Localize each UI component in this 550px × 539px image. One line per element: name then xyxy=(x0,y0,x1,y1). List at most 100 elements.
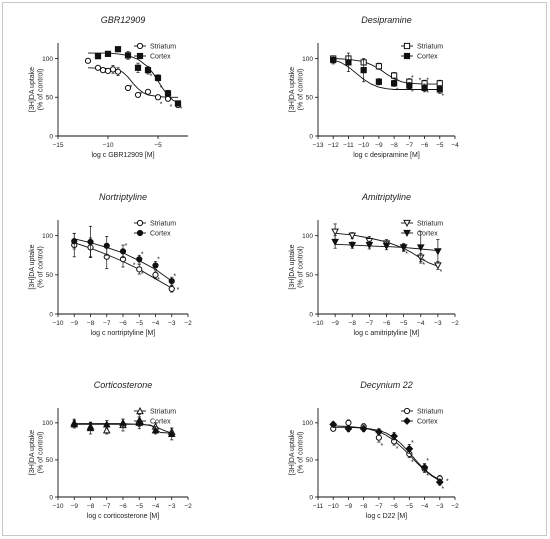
x-tick-label: −6 xyxy=(421,142,429,149)
x-tick-label: −5 xyxy=(400,320,408,327)
y-tick-label: 100 xyxy=(42,56,53,63)
data-point xyxy=(114,68,122,75)
y-axis-label-line-1: [3H]DA uptake xyxy=(289,244,296,289)
significance-marker: * xyxy=(426,77,429,84)
legend-label: Cortex xyxy=(150,53,171,60)
data-point xyxy=(168,285,175,293)
y-axis-label: [3H]DA uptake (% of control) xyxy=(289,67,305,112)
y-axis-label-line-1: [3H]DA uptake xyxy=(29,430,36,475)
significance-marker: * xyxy=(411,89,414,96)
data-point xyxy=(420,463,429,472)
data-point xyxy=(102,420,111,428)
data-point xyxy=(435,478,444,487)
legend-marker xyxy=(136,406,144,415)
data-point xyxy=(70,420,79,428)
data-point xyxy=(104,67,112,75)
data-point xyxy=(134,64,142,71)
y-tick-label: 50 xyxy=(306,95,314,102)
x-tick-label: −7 xyxy=(366,320,374,327)
x-tick-label: −8 xyxy=(390,142,398,149)
data-point xyxy=(119,418,127,426)
significance-marker: * xyxy=(381,443,384,450)
y-axis-label: [3H]DA uptake (% of control) xyxy=(289,430,305,475)
y-tick-label: 50 xyxy=(306,457,314,464)
legend-marker xyxy=(136,219,144,227)
data-point xyxy=(152,271,159,278)
x-axis-label: log c D22 [M] xyxy=(366,513,407,520)
y-axis-label: [3H]DA uptake (% of control) xyxy=(289,244,305,289)
y-tick-label: 50 xyxy=(306,272,314,279)
x-tick-label: −8 xyxy=(349,320,357,327)
significance-marker: * xyxy=(422,259,425,266)
significance-marker: * xyxy=(446,479,449,486)
x-tick-label: −6 xyxy=(119,503,127,510)
significance-marker: * xyxy=(426,90,429,97)
significance-marker: * xyxy=(140,91,143,98)
y-tick-label: 100 xyxy=(42,233,53,240)
significance-marker: * xyxy=(150,74,153,81)
series-cortex xyxy=(331,231,442,264)
data-point xyxy=(421,84,428,92)
data-point xyxy=(136,266,143,273)
x-tick-label: −5 xyxy=(154,142,162,149)
data-point xyxy=(391,80,398,87)
y-axis-label-line-2: (% of control) xyxy=(38,69,45,111)
significance-marker: * xyxy=(411,75,414,82)
significance-marker: * xyxy=(173,274,176,281)
y-tick-label: 0 xyxy=(309,494,313,501)
chart-panel-6: Decynium 22 0 50 100 −11 −10 −9 −8 −7 −6 −5 −4 −3 −2 l… xyxy=(289,380,459,520)
data-point xyxy=(359,424,368,433)
data-point xyxy=(348,232,357,240)
data-point xyxy=(152,262,159,269)
data-point xyxy=(399,244,408,252)
x-tick-label: −10 xyxy=(52,503,63,510)
y-tick-label: 0 xyxy=(309,311,313,318)
data-point xyxy=(365,241,374,250)
x-tick-label: −10 xyxy=(312,320,323,327)
x-tick-label: −12 xyxy=(328,142,339,149)
series-striatum xyxy=(84,57,182,109)
data-point xyxy=(375,434,382,441)
data-point xyxy=(167,429,176,438)
y-axis-label-line-1: [3H]DA uptake xyxy=(29,67,36,112)
x-tick-label: −5 xyxy=(136,503,144,510)
legend-marker xyxy=(136,52,144,60)
x-tick-label: −8 xyxy=(87,503,95,510)
fit-curve xyxy=(333,59,440,90)
y-tick-label: 100 xyxy=(302,233,313,240)
legend-marker xyxy=(403,229,411,238)
significance-marker: * xyxy=(396,446,399,453)
x-tick-label: −9 xyxy=(345,503,353,510)
data-point xyxy=(375,63,382,70)
significance-marker: * xyxy=(440,269,443,276)
significance-marker: * xyxy=(157,256,160,263)
significance-marker: * xyxy=(160,85,163,92)
x-tick-label: −2 xyxy=(184,503,192,510)
x-tick-label: −11 xyxy=(313,503,324,510)
data-point xyxy=(331,238,339,246)
x-tick-label: −3 xyxy=(434,320,442,327)
significance-marker: * xyxy=(160,101,163,108)
chart-title: Nortriptyline xyxy=(99,192,147,202)
legend-label: Cortex xyxy=(150,230,171,237)
legend-marker xyxy=(136,42,144,50)
legend-marker xyxy=(403,52,411,60)
significance-marker: * xyxy=(441,486,444,493)
x-tick-label: −9 xyxy=(331,320,339,327)
significance-marker: * xyxy=(180,106,183,113)
data-point xyxy=(174,100,182,107)
chart-title: Amitriptyline xyxy=(361,192,411,202)
data-point xyxy=(374,427,383,436)
y-tick-label: 0 xyxy=(309,133,313,140)
data-point xyxy=(103,242,110,249)
x-tick-label: −2 xyxy=(451,320,459,327)
significance-marker: * xyxy=(177,287,180,294)
x-tick-label: −6 xyxy=(390,503,398,510)
y-axis-label-line-2: (% of control) xyxy=(298,246,305,288)
data-point xyxy=(71,238,78,245)
y-axis-label-line-1: [3H]DA uptake xyxy=(289,430,296,475)
data-point xyxy=(109,66,117,73)
data-point xyxy=(119,248,127,255)
